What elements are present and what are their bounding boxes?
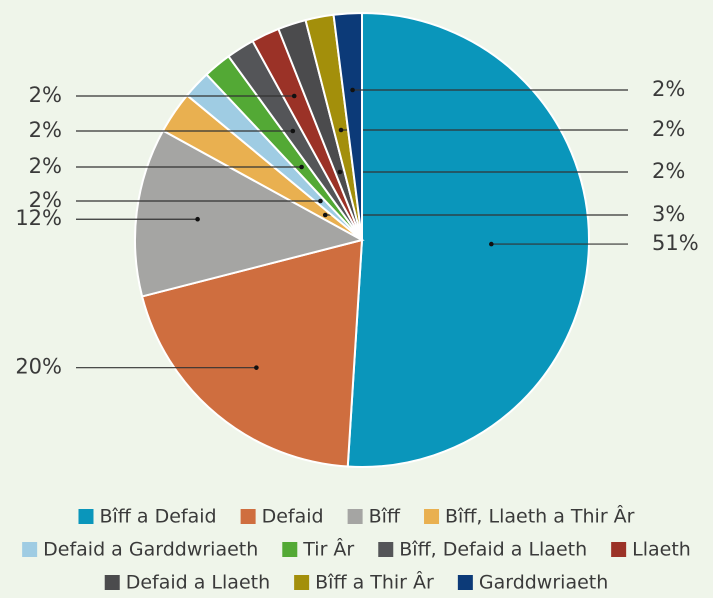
- legend-swatch: [611, 542, 627, 557]
- leader-dot: [291, 93, 297, 99]
- leader-dot: [254, 365, 259, 370]
- legend-swatch: [78, 509, 94, 524]
- pie-slice: [140, 238, 364, 468]
- legend-swatch: [294, 575, 310, 590]
- legend-label: Defaid a Garddwriaeth: [43, 539, 258, 561]
- legend-swatch: [457, 575, 473, 590]
- legend-label: Tir Âr: [302, 538, 354, 561]
- data-label: 2%: [29, 154, 62, 178]
- leader-dot: [195, 216, 200, 222]
- legend-swatch: [22, 542, 38, 557]
- data-label: 12%: [15, 206, 62, 230]
- legend-label: Defaid a Llaeth: [126, 572, 270, 594]
- legend-swatch: [282, 542, 298, 557]
- legend-label: Bîff, Llaeth a Thir Âr: [445, 505, 635, 528]
- data-label: 2%: [29, 188, 62, 212]
- data-label: 20%: [15, 355, 62, 379]
- legend-label: Bîff a Defaid: [99, 506, 216, 528]
- leader-dot: [290, 128, 296, 134]
- leader-dot: [489, 241, 494, 247]
- data-label: 2%: [652, 77, 685, 101]
- legend-label: Bîff, Defaid a Llaeth: [399, 539, 587, 561]
- data-label: 2%: [652, 117, 685, 141]
- data-label: 51%: [652, 231, 699, 255]
- legend-label: Bîff a Thir Âr: [315, 571, 434, 594]
- leader-dot: [318, 198, 323, 204]
- data-label: 3%: [652, 202, 685, 226]
- legend-label: Defaid: [262, 506, 324, 528]
- legend-label: Garddwriaeth: [479, 572, 608, 594]
- pie-slice: [332, 11, 363, 241]
- legend-label: Bîff: [369, 506, 401, 528]
- legend-swatch: [378, 542, 394, 557]
- legend-swatch: [240, 509, 256, 524]
- legend-swatch: [424, 509, 440, 524]
- leader-dot: [299, 164, 304, 170]
- leader-dot: [350, 87, 355, 93]
- data-label: 2%: [29, 118, 62, 142]
- legend-swatch: [347, 509, 363, 524]
- data-label: 2%: [652, 159, 685, 183]
- legend-label: Llaeth: [632, 539, 691, 561]
- legend-swatch: [104, 575, 120, 590]
- leader-dot: [322, 212, 328, 218]
- pie-slice: [346, 11, 590, 468]
- data-label: 2%: [29, 83, 62, 107]
- leader-dot: [338, 127, 344, 133]
- pie-slice: [134, 129, 365, 298]
- leader-dot: [337, 169, 343, 175]
